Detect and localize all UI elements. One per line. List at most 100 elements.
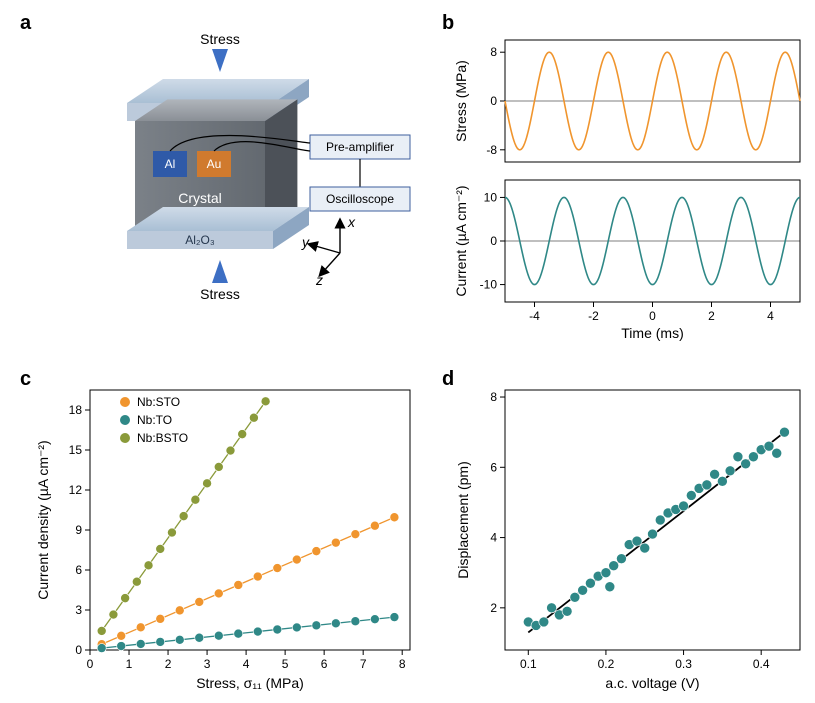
b-y2-tick: 0 [490,234,497,248]
preamp-label: Pre-amplifier [326,140,394,154]
axis-x-label: x [347,214,356,230]
b-y1label: Stress (MPa) [453,60,469,142]
d-marker [733,452,743,462]
d-marker [640,543,650,553]
c-marker [390,613,399,622]
oscilloscope-label: Oscilloscope [326,192,394,206]
c-marker [156,637,165,646]
c-xtick: 1 [126,657,133,671]
d-marker [748,452,758,462]
c-marker [312,547,321,556]
stress-bot-arrow-icon [212,260,228,283]
bottom-plate-label: Al₂O₃ [185,233,215,247]
c-ylabel: Current density (µA cm⁻²) [35,440,51,599]
d-marker [539,617,549,627]
c-legend-marker [120,433,130,443]
stress-top-arrow-icon [212,49,228,72]
c-marker [117,631,126,640]
d-marker [764,441,774,451]
d-marker [562,606,572,616]
b-x-tick: -2 [588,309,599,323]
c-legend-label: Nb:TO [137,413,172,427]
c-marker [249,413,258,422]
d-marker [741,459,751,469]
b-y1-tick: 8 [490,45,497,59]
c-ytick: 12 [69,483,83,497]
c-marker [156,614,165,623]
c-marker [292,555,301,564]
c-marker [179,512,188,521]
d-ytick: 4 [490,531,497,545]
c-marker [370,521,379,530]
c-marker [273,625,282,634]
c-legend-label: Nb:BSTO [137,431,188,445]
c-marker [117,642,126,651]
c-marker [351,617,360,626]
d-marker [605,582,615,592]
axis-z-label: z [315,272,323,288]
d-marker [585,578,595,588]
b-y2-tick: 10 [484,190,498,204]
c-xtick: 4 [243,657,250,671]
c-ytick: 0 [75,643,82,657]
c-marker [167,528,176,537]
c-marker [136,623,145,632]
c-marker [97,626,106,635]
d-marker [601,568,611,578]
c-xtick: 0 [87,657,94,671]
c-marker [214,462,223,471]
c-xtick: 7 [360,657,367,671]
d-marker [710,469,720,479]
c-marker [175,635,184,644]
c-ytick: 3 [75,603,82,617]
c-marker [370,615,379,624]
stress-top-label: Stress [200,31,240,47]
c-marker [292,623,301,632]
d-marker [686,490,696,500]
d-marker [616,554,626,564]
d-marker [632,536,642,546]
b-x-tick: 2 [708,309,715,323]
b-y1-tick: 0 [490,94,497,108]
panel-d-chart: 0.10.20.30.42468a.c. voltage (V)Displace… [450,380,810,700]
d-xtick: 0.1 [520,657,537,671]
axis-y-label: y [301,234,310,250]
c-line-Nb:STO [102,517,395,644]
c-marker [312,621,321,630]
d-ytick: 2 [490,601,497,615]
c-marker [144,561,153,570]
au-label: Au [207,157,222,171]
al-label: Al [165,157,176,171]
c-ytick: 18 [69,403,83,417]
c-marker [331,619,340,628]
c-marker [331,538,340,547]
d-marker [725,466,735,476]
d-xlabel: a.c. voltage (V) [605,675,699,691]
c-marker [214,631,223,640]
c-legend-marker [120,415,130,425]
c-marker [253,572,262,581]
b-x-tick: 4 [767,309,774,323]
crystal-label: Crystal [178,190,222,206]
c-marker [97,644,106,653]
c-legend-label: Nb:STO [137,395,180,409]
panel-a-diagram: StressAl₂O₃AlAuCrystalAl₂O₃StressPre-amp… [30,30,415,350]
c-marker [132,577,141,586]
c-xtick: 3 [204,657,211,671]
b-x-tick: 0 [649,309,656,323]
c-marker [191,495,200,504]
b-y2label: Current (µA cm⁻²) [453,185,469,296]
d-marker [570,592,580,602]
c-marker [226,446,235,455]
c-marker [203,479,212,488]
c-xtick: 6 [321,657,328,671]
c-ytick: 9 [75,523,82,537]
c-legend-marker [120,397,130,407]
c-marker [253,627,262,636]
d-xtick: 0.2 [598,657,615,671]
c-marker [351,530,360,539]
c-marker [195,633,204,642]
c-marker [234,580,243,589]
d-xtick: 0.4 [753,657,770,671]
c-marker [214,589,223,598]
